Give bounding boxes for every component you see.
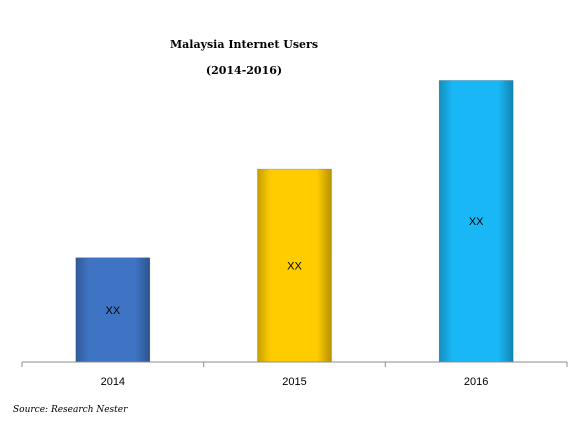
chart-subtitle: (2014-2016) [205, 64, 283, 77]
bar-2015 [257, 168, 332, 363]
x-tick-label-2015: 2015 [282, 376, 306, 388]
data-label-2015: XX [287, 261, 302, 273]
x-tick-label-2016: 2016 [464, 376, 488, 388]
chart-title: Malaysia Internet Users [169, 38, 319, 51]
data-label-2014: XX [105, 305, 120, 317]
bar-2014 [75, 257, 151, 363]
data-label-2016: XX [469, 216, 484, 228]
bar-2016 [438, 80, 514, 363]
x-tick-label-2014: 2014 [101, 376, 125, 388]
source-note: Source: Research Nester [13, 405, 128, 415]
